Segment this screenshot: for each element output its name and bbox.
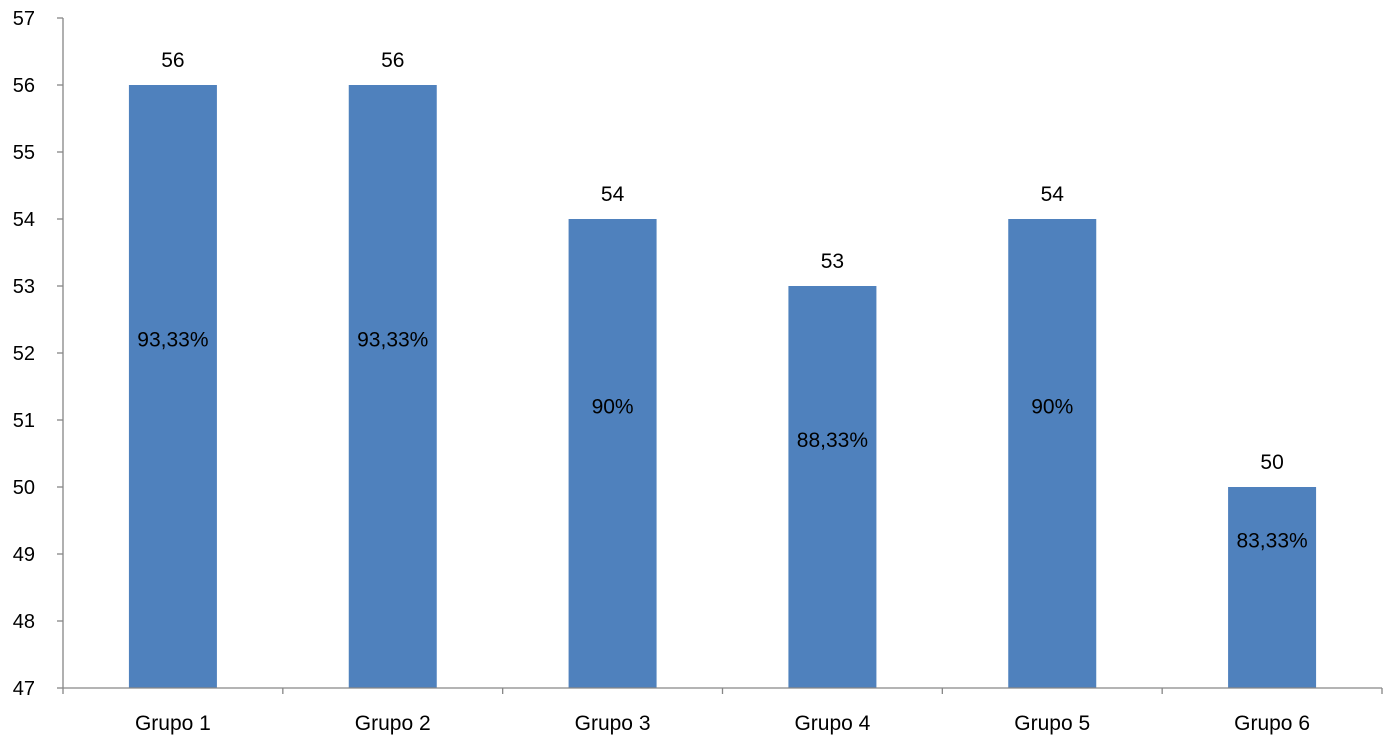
x-category-label: Grupo 5	[1014, 712, 1090, 735]
y-tick-label: 51	[13, 410, 35, 432]
x-category-label: Grupo 3	[575, 712, 651, 735]
axes-layer	[57, 17, 1383, 694]
y-tick-label: 57	[13, 8, 35, 30]
bar-percent-label: 93,33%	[357, 329, 428, 352]
bar-value-label: 56	[161, 49, 184, 72]
y-tick-label: 48	[13, 611, 35, 633]
bar-value-label: 50	[1260, 451, 1283, 474]
bar-value-label: 54	[1041, 183, 1065, 206]
bar-value-label: 53	[821, 250, 844, 273]
x-category-label: Grupo 1	[135, 712, 211, 735]
y-tick-label: 52	[13, 343, 35, 365]
y-tick-label: 50	[13, 477, 35, 499]
y-tick-label: 54	[13, 209, 35, 231]
bar-value-label: 56	[381, 49, 404, 72]
y-tick-label: 49	[13, 544, 35, 566]
bar-3	[568, 219, 657, 688]
bar-percent-label: 90%	[592, 396, 634, 419]
bar-percent-label: 83,33%	[1236, 530, 1307, 553]
y-tick-label: 47	[13, 678, 35, 700]
x-category-label: Grupo 2	[355, 712, 431, 735]
y-tick-label: 56	[13, 75, 35, 97]
x-category-label: Grupo 4	[794, 712, 870, 735]
y-tick-label: 53	[13, 276, 35, 298]
labels-layer: 47 48 49 50 51 52 53 54 55 56 57 Grupo 1 Grupo 2 Grup…	[13, 8, 1310, 735]
bar-1	[128, 85, 217, 688]
y-tick-label: 55	[13, 142, 35, 164]
bars-layer	[128, 85, 1317, 688]
bar-value-label: 54	[601, 183, 625, 206]
bar-6	[1228, 487, 1317, 688]
bar-5	[1008, 219, 1097, 688]
bar-percent-label: 88,33%	[797, 429, 868, 452]
x-category-label: Grupo 6	[1234, 712, 1310, 735]
bar-2	[348, 85, 437, 688]
bar-percent-label: 93,33%	[137, 329, 208, 352]
bar-percent-label: 90%	[1031, 396, 1073, 419]
bar-4	[788, 286, 877, 688]
